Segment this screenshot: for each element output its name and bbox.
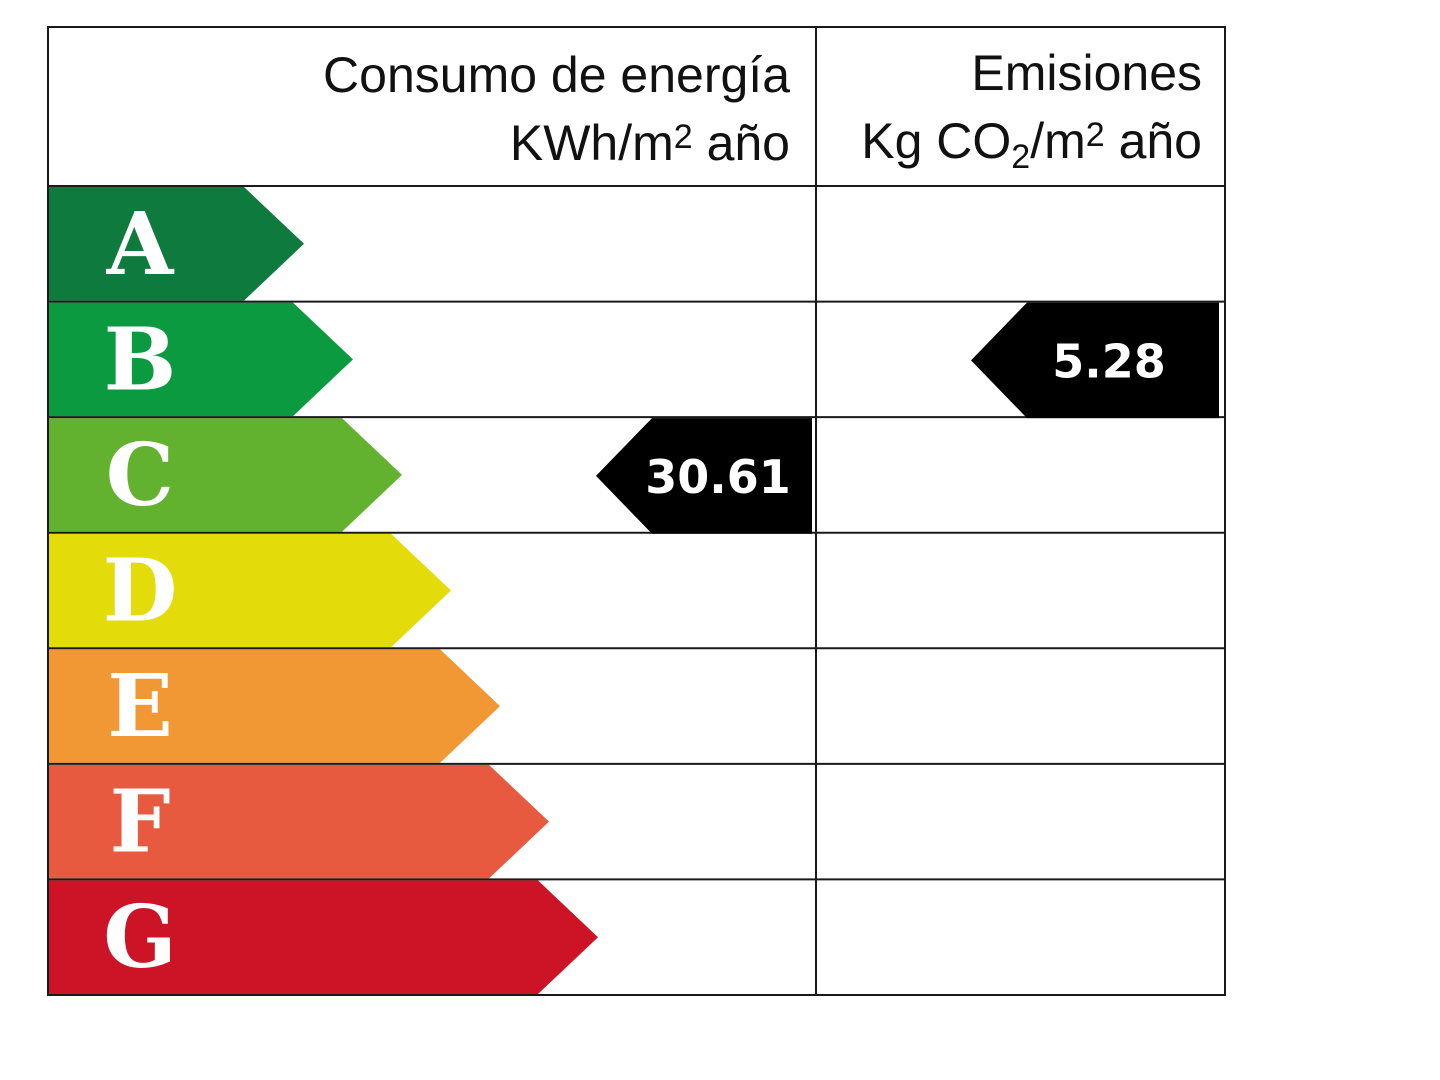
energy-unit-pre: KWh/m — [509, 115, 674, 171]
indicator-value-energy: 30.61 — [645, 450, 791, 504]
rating-arrow-b — [48, 302, 353, 417]
energy-header-line2: KWh/m2 año — [323, 106, 790, 174]
rating-letter-c: C — [106, 425, 174, 526]
energy-column-header: Consumo de energía KWh/m2 año — [323, 44, 790, 174]
rating-arrow-e — [48, 649, 500, 763]
rating-letter-a: A — [106, 194, 175, 295]
rating-letter-f: F — [109, 772, 170, 873]
rating-letter-g: G — [103, 887, 176, 988]
emissions-unit-post: año — [1104, 113, 1202, 169]
indicator-arrow-emissions — [971, 302, 1219, 419]
emissions-unit-sub: 2 — [1011, 138, 1031, 176]
indicator-value-emissions: 5.28 — [1052, 334, 1166, 388]
emissions-unit-pre: Kg CO — [861, 113, 1012, 169]
emissions-header-line2: Kg CO2/m2 año — [861, 104, 1202, 188]
rating-letter-d: D — [103, 541, 178, 642]
energy-unit-sup: 2 — [673, 118, 693, 156]
rating-arrow-f — [48, 764, 549, 879]
emissions-header-line1: Emisiones — [971, 45, 1202, 101]
rating-letter-e: E — [107, 656, 173, 757]
rating-letter-b: B — [104, 309, 177, 410]
rating-arrow-c — [48, 418, 402, 532]
emissions-unit-mid: /m — [1030, 113, 1086, 169]
rating-arrow-g — [48, 880, 598, 994]
indicator-arrow-energy — [596, 418, 812, 534]
energy-header-line1: Consumo de energía — [323, 47, 790, 103]
energy-unit-post: año — [692, 115, 790, 171]
table-border — [47, 26, 1226, 996]
rating-arrow-a — [48, 187, 304, 301]
emissions-unit-sup: 2 — [1085, 116, 1105, 154]
emissions-column-header: Emisiones Kg CO2/m2 año — [861, 42, 1202, 188]
rating-arrow-d — [48, 533, 451, 648]
